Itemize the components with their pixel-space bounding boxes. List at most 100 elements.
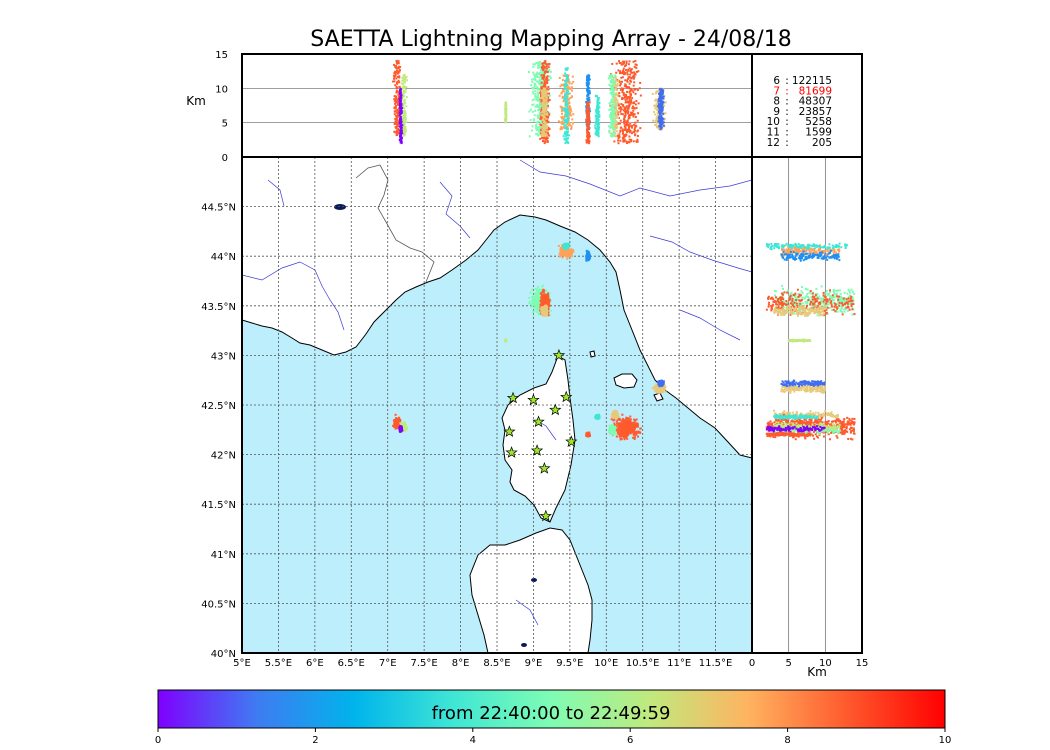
lightning-source-point	[536, 62, 539, 65]
lightning-source-point	[541, 136, 544, 139]
legend-number: 10	[767, 116, 780, 128]
lightning-source-point	[614, 77, 617, 80]
lightning-source-point	[397, 115, 400, 118]
lightning-source-point	[615, 116, 618, 119]
lightning-source-point	[626, 426, 629, 429]
lightning-source-point	[564, 95, 567, 98]
lightning-source-point	[622, 132, 625, 135]
lightning-source-point	[629, 87, 632, 90]
lightning-source-point	[587, 93, 590, 96]
lightning-source-point	[539, 98, 542, 101]
lightning-source-point	[536, 133, 539, 136]
lightning-source-point	[634, 129, 637, 132]
lightning-source-point	[531, 302, 534, 305]
lightning-source-point	[596, 134, 599, 137]
lightning-source-point	[661, 103, 664, 106]
lightning-source-point	[663, 388, 666, 391]
lightning-source-point	[547, 314, 550, 317]
lightning-source-point	[585, 84, 588, 87]
lightning-source-point	[538, 123, 541, 126]
lightning-source-point	[536, 304, 539, 307]
lightning-source-point	[658, 126, 661, 129]
lightning-source-point	[402, 132, 405, 135]
lightning-source-point	[610, 117, 613, 120]
lightning-source-point	[566, 95, 569, 98]
lightning-source-point	[548, 62, 551, 65]
lightning-source-point	[588, 140, 591, 143]
lightning-source-point	[627, 430, 630, 433]
lightning-source-point	[536, 87, 539, 90]
lightning-source-point	[658, 107, 661, 110]
lightning-source-point	[615, 86, 618, 89]
lightning-source-point	[623, 108, 626, 111]
lightning-source-point	[546, 128, 549, 131]
lake	[531, 578, 537, 582]
lightning-source-point	[572, 80, 575, 83]
lightning-source-point	[633, 427, 636, 430]
lightning-source-point	[621, 96, 624, 99]
lightning-source-point	[614, 433, 617, 436]
lightning-source-point	[632, 76, 635, 79]
lightning-source-point	[571, 122, 574, 125]
lightning-source-point	[531, 125, 534, 128]
lightning-source-point	[547, 116, 550, 119]
lightning-source-point	[564, 72, 567, 75]
lightning-source-point	[534, 298, 537, 301]
lightning-source-point	[539, 303, 542, 306]
lightning-source-point	[633, 131, 636, 134]
lightning-source-point	[541, 95, 544, 98]
lightning-source-point	[564, 127, 567, 130]
lightning-source-point	[615, 104, 618, 107]
lightning-source-point	[586, 86, 589, 89]
lightning-source-point	[399, 134, 402, 137]
lightning-source-point	[566, 99, 569, 102]
lightning-source-point	[567, 142, 570, 145]
lightning-source-point	[616, 418, 619, 421]
lightning-source-point	[633, 81, 636, 84]
lightning-source-point	[536, 80, 539, 83]
lightning-source-point	[610, 87, 613, 90]
lightning-source-point	[610, 85, 613, 88]
lightning-source-point	[587, 75, 590, 78]
lightning-source-point	[531, 103, 534, 106]
lightning-source-point	[634, 92, 637, 95]
lightning-source-point	[399, 125, 402, 128]
lightning-source-point	[659, 89, 662, 92]
lightning-source-point	[629, 70, 632, 73]
lightning-source-point	[564, 138, 567, 141]
lightning-source-point	[566, 128, 569, 131]
lightning-source-point	[619, 139, 622, 142]
lightning-source-point	[585, 139, 588, 142]
lightning-source-point	[402, 127, 405, 130]
lightning-source-point	[566, 118, 569, 121]
lightning-source-point	[625, 110, 628, 113]
lightning-source-point	[563, 83, 566, 86]
lightning-source-point	[629, 431, 632, 434]
lightning-source-point	[632, 436, 635, 439]
lightning-source-point	[562, 135, 565, 138]
lightning-source-point	[631, 124, 634, 127]
lightning-source-point	[633, 101, 636, 104]
lightning-source-point	[610, 430, 613, 433]
lightning-source-point	[536, 114, 539, 117]
lightning-source-point	[625, 140, 628, 143]
lightning-source-point	[562, 122, 565, 125]
lightning-source-point	[617, 116, 620, 119]
lightning-source-point	[636, 119, 639, 122]
lightning-source-point	[618, 136, 621, 139]
lightning-source-point	[621, 432, 624, 435]
lightning-source-point	[630, 125, 633, 128]
lightning-source-point	[395, 95, 398, 98]
lightning-source-point	[621, 60, 624, 63]
legend-separator: :	[785, 137, 789, 149]
lightning-source-point	[587, 131, 590, 134]
lightning-source-point	[598, 106, 601, 109]
lightning-source-point	[532, 118, 535, 121]
lightning-source-point	[613, 424, 616, 427]
lightning-source-point	[542, 88, 545, 91]
lightning-source-point	[535, 301, 538, 304]
lightning-source-point	[611, 414, 614, 417]
lightning-source-point	[548, 304, 551, 307]
lightning-source-point	[612, 131, 615, 134]
lightning-source-point	[631, 97, 634, 100]
